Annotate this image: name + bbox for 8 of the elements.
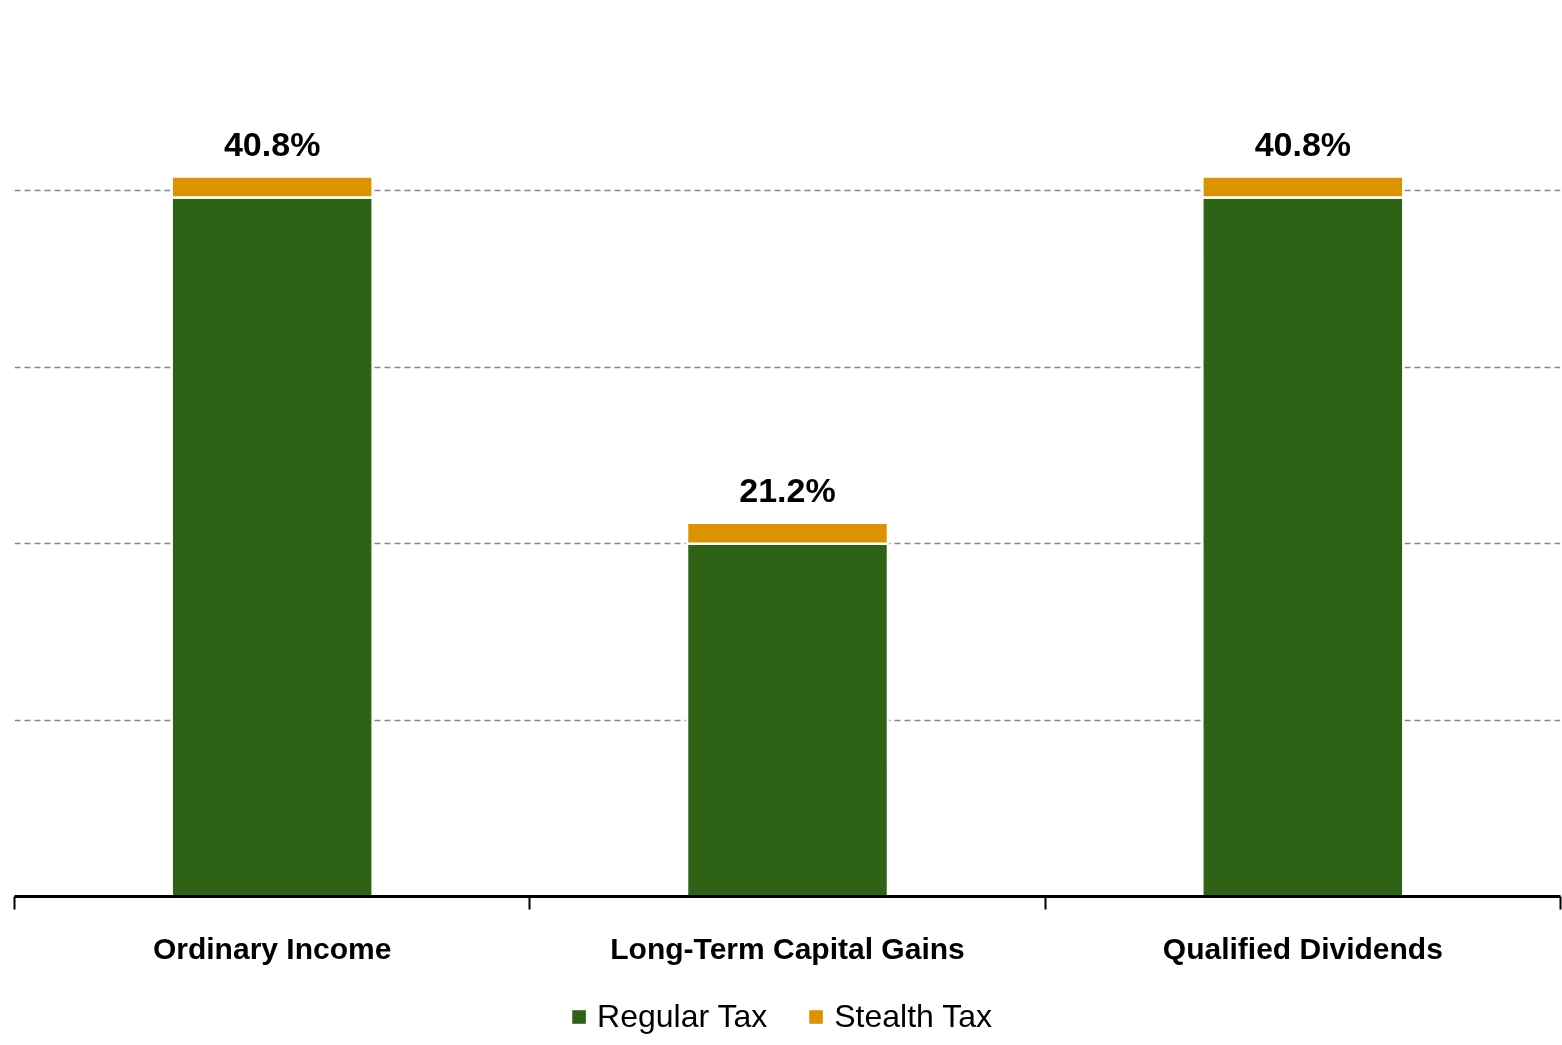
x-tick-label: Long-Term Capital Gains	[610, 931, 965, 965]
legend-label: Regular Tax	[597, 998, 768, 1035]
annotation: 40.8%	[1254, 124, 1352, 163]
legend-label: Stealth Tax	[834, 998, 992, 1035]
annotation: 21.2%	[739, 470, 836, 509]
x-tick-label: Qualified Dividends	[1162, 931, 1443, 965]
x-tick-label: Ordinary Income	[152, 931, 392, 965]
annotation: 40.8%	[223, 124, 321, 163]
